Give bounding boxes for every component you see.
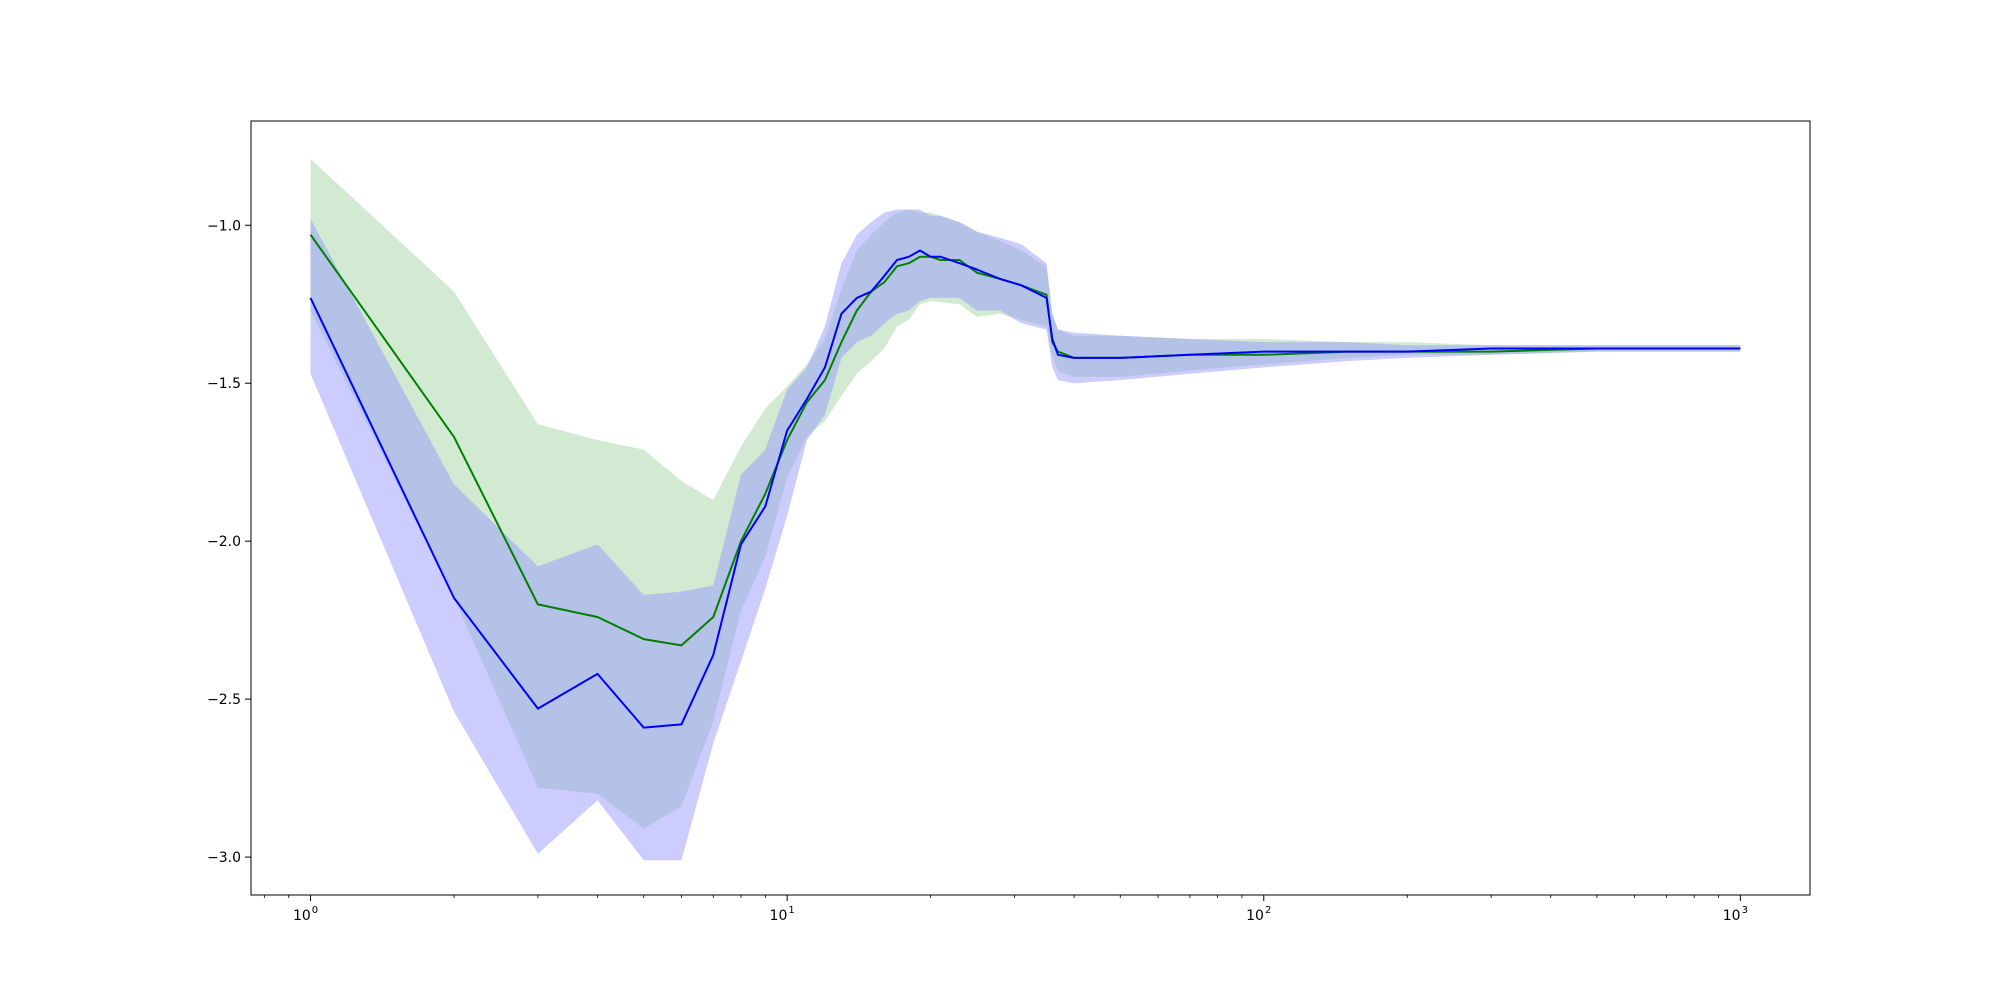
- y-tick-label: −2.0: [207, 534, 241, 550]
- y-tick-label: −1.5: [207, 376, 241, 392]
- series-2-band: [310, 209, 1741, 861]
- x-tick-exponent: 1: [788, 905, 794, 916]
- y-tick-label: −1.0: [207, 218, 241, 234]
- bands-layer: [310, 158, 1741, 861]
- x-tick-exponent: 0: [312, 905, 318, 916]
- y-axis: −1.0 −1.5 −2.0 −2.5 −3.0: [207, 218, 251, 866]
- x-tick-exponent: 2: [1265, 905, 1271, 916]
- y-tick-label: −3.0: [207, 850, 241, 866]
- x-tick-exponent: 3: [1742, 905, 1748, 916]
- plot-frame: [250, 120, 1811, 896]
- y-tick-label: −2.5: [207, 692, 241, 708]
- lines-layer: [309, 234, 1741, 729]
- series-2-line: [309, 249, 1741, 729]
